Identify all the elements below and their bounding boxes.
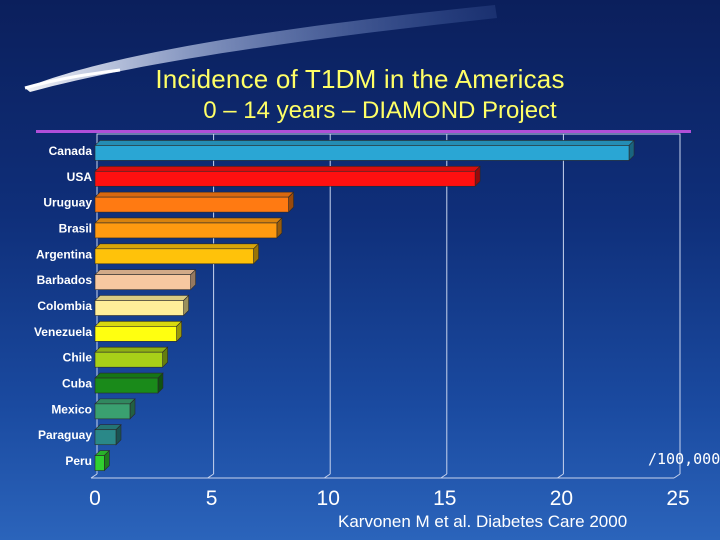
bar — [94, 300, 184, 316]
category-label: Chile — [63, 351, 93, 365]
bar-top — [94, 295, 190, 301]
bar-top — [94, 165, 481, 172]
category-label: Brasil — [59, 221, 92, 235]
category-label: Venezuela — [34, 325, 92, 339]
floor-gridline — [557, 473, 564, 479]
floor-gridline — [440, 473, 448, 479]
category-label: Barbados — [37, 273, 93, 287]
x-tick-label: 10 — [317, 487, 340, 510]
bar-top — [94, 191, 295, 198]
bar-top — [94, 398, 136, 405]
title-divider — [36, 130, 691, 133]
source-citation: Karvonen M et al. Diabetes Care 2000 — [338, 512, 628, 531]
category-label: Canada — [49, 144, 93, 158]
unit-label: /100,000 — [648, 450, 720, 468]
bar — [94, 429, 117, 446]
bar — [94, 351, 163, 368]
bar — [94, 455, 105, 471]
bar-top — [94, 140, 635, 146]
floor-gridline — [323, 473, 331, 479]
chart-title: Incidence of T1DM in the Americas — [155, 64, 565, 94]
chart-subtitle: 0 – 14 years – DIAMOND Project — [203, 97, 557, 124]
bar-top — [94, 269, 197, 275]
x-tick-label: 15 — [433, 487, 456, 510]
bar — [94, 274, 191, 290]
x-tick-label: 5 — [206, 487, 218, 510]
floor-edge-left — [90, 473, 98, 479]
bar — [94, 403, 131, 420]
category-label: Mexico — [51, 402, 92, 416]
bar — [94, 248, 254, 265]
bar-top — [94, 217, 283, 224]
bar-top — [94, 346, 169, 353]
bar-top — [94, 372, 164, 379]
floor-gridline — [207, 473, 214, 479]
bar — [94, 170, 476, 187]
category-label: Peru — [65, 454, 92, 468]
bar-top — [94, 243, 260, 250]
bar — [94, 377, 159, 394]
bar-top — [94, 321, 183, 327]
floor-edge-right — [673, 473, 681, 479]
bar — [94, 196, 289, 213]
category-label: Paraguay — [38, 428, 92, 442]
category-label: Argentina — [36, 247, 92, 261]
x-tick-label: 20 — [550, 487, 573, 510]
swoosh-decoration — [24, 5, 497, 92]
category-label: Colombia — [37, 299, 92, 313]
bar — [94, 145, 630, 161]
category-label: Cuba — [62, 377, 92, 391]
category-label: USA — [67, 170, 93, 184]
category-label: Uruguay — [43, 196, 92, 210]
x-tick-label: 0 — [89, 487, 101, 510]
bar — [94, 326, 177, 342]
bar — [94, 222, 278, 239]
x-tick-label: 25 — [666, 487, 689, 510]
